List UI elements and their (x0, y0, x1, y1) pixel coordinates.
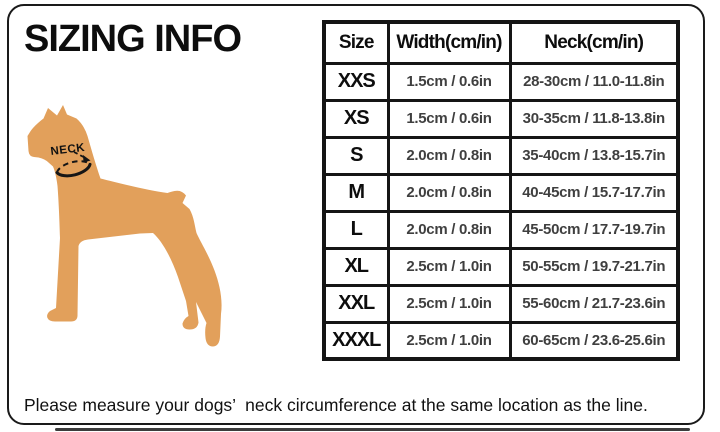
card-border (7, 4, 705, 425)
dog-silhouette-icon: NECK (27, 105, 222, 347)
collar-solid-arc (55, 162, 92, 178)
header-size: Size (322, 20, 390, 65)
table-row: XXS 1.5cm / 0.6in 28-30cm / 11.0-11.8in (322, 61, 680, 102)
header-neck: Neck(cm/in) (508, 20, 680, 65)
header-width: Width(cm/in) (386, 20, 512, 65)
neck-cell: 28-30cm / 11.0-11.8in (508, 61, 680, 102)
table-row: L 2.0cm / 0.8in 45-50cm / 17.7-19.7in (322, 209, 680, 250)
table-row: XXXL 2.5cm / 1.0in 60-65cm / 23.6-25.6in (322, 320, 680, 361)
size-cell: XS (322, 98, 390, 139)
size-cell: XXL (322, 283, 390, 324)
neck-cell: 60-65cm / 23.6-25.6in (508, 320, 680, 361)
neck-cell: 50-55cm / 19.7-21.7in (508, 246, 680, 287)
table-row: S 2.0cm / 0.8in 35-40cm / 13.8-15.7in (322, 135, 680, 176)
measure-instruction-note: Please measure your dogs’ neck circumfer… (24, 395, 648, 415)
size-cell: S (322, 135, 390, 176)
neck-label: NECK (50, 142, 86, 158)
neck-cell: 55-60cm / 21.7-23.6in (508, 283, 680, 324)
size-cell: XL (322, 246, 390, 287)
width-cell: 2.0cm / 0.8in (386, 209, 512, 250)
neck-measure-line (55, 160, 92, 178)
leader-arrowhead-icon (83, 155, 91, 163)
leader-dashed-line (73, 151, 85, 159)
size-cell: XXS (322, 61, 390, 102)
width-cell: 2.0cm / 0.8in (386, 135, 512, 176)
neck-cell: 30-35cm / 11.8-13.8in (508, 98, 680, 139)
size-cell: M (322, 172, 390, 213)
table-row: M 2.0cm / 0.8in 40-45cm / 15.7-17.7in (322, 172, 680, 213)
dog-diagram: NECK (20, 95, 280, 375)
width-cell: 2.5cm / 1.0in (386, 283, 512, 324)
width-cell: 1.5cm / 0.6in (386, 61, 512, 102)
width-cell: 2.5cm / 1.0in (386, 320, 512, 361)
collar-dashed-arc (56, 160, 91, 173)
table-row: XL 2.5cm / 1.0in 50-55cm / 19.7-21.7in (322, 246, 680, 287)
dog-body-shape (27, 105, 222, 347)
size-cell: XXXL (322, 320, 390, 361)
neck-cell: 40-45cm / 15.7-17.7in (508, 172, 680, 213)
sizing-table: Size Width(cm/in) Neck(cm/in) XXS 1.5cm … (322, 20, 680, 361)
neck-cell: 35-40cm / 13.8-15.7in (508, 135, 680, 176)
table-header-row: Size Width(cm/in) Neck(cm/in) (322, 20, 680, 65)
table-row: XXL 2.5cm / 1.0in 55-60cm / 21.7-23.6in (322, 283, 680, 324)
width-cell: 2.0cm / 0.8in (386, 172, 512, 213)
width-cell: 1.5cm / 0.6in (386, 98, 512, 139)
width-cell: 2.5cm / 1.0in (386, 246, 512, 287)
table-row: XS 1.5cm / 0.6in 30-35cm / 11.8-13.8in (322, 98, 680, 139)
size-cell: L (322, 209, 390, 250)
neck-cell: 45-50cm / 17.7-19.7in (508, 209, 680, 250)
page-title: SIZING INFO (24, 18, 242, 60)
bottom-edge-line (55, 428, 690, 431)
